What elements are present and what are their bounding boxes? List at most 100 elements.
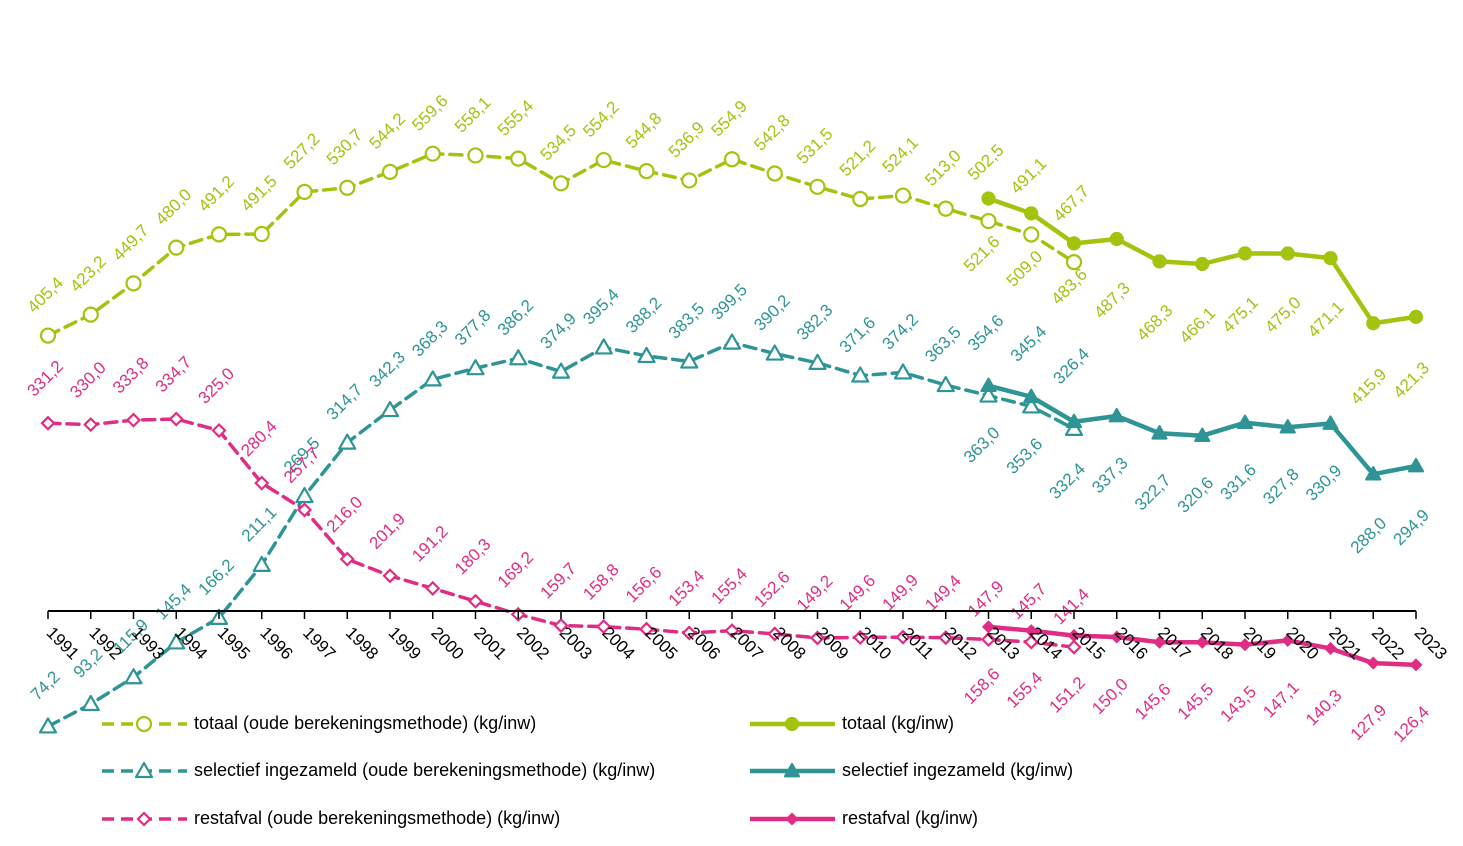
selectief_oud-point-1996 bbox=[252, 555, 271, 573]
selectief_oud-point-2008 bbox=[765, 344, 784, 361]
restafval_oud-point-2015 bbox=[1066, 639, 1082, 655]
selectief_oud-point-1991 bbox=[38, 717, 58, 734]
restafval-point-2017 bbox=[1152, 635, 1167, 649]
restafval_oud-point-1991 bbox=[40, 415, 56, 431]
restafval_oud-label-2012: 149,4 bbox=[921, 571, 965, 615]
totaal_oud-point-2015 bbox=[1065, 254, 1083, 271]
restafval_oud-label-2013: 147,9 bbox=[964, 577, 1008, 621]
totaal_oud-label-2005: 544,8 bbox=[622, 109, 666, 153]
restafval-point-2023 bbox=[1409, 658, 1423, 672]
restafval-label-2021: 140,3 bbox=[1302, 686, 1346, 730]
restafval_oud-label-2010: 149,6 bbox=[836, 571, 880, 615]
selectief_oud-point-2001 bbox=[466, 359, 485, 376]
totaal_oud-point-2011 bbox=[894, 187, 912, 204]
totaal_oud-point-2008 bbox=[766, 165, 783, 182]
legend-swatch-marker bbox=[784, 716, 800, 732]
totaal_oud-label-2000: 559,6 bbox=[408, 91, 452, 135]
selectief_oud-point-1993 bbox=[124, 668, 143, 685]
totaal-point-2016 bbox=[1109, 231, 1124, 247]
selectief_oud-label-2014: 345,4 bbox=[1007, 322, 1051, 366]
totaal_oud-label-2010: 521,2 bbox=[836, 137, 880, 181]
totaal_oud-point-2003 bbox=[552, 175, 570, 192]
totaal_oud-point-2005 bbox=[638, 163, 655, 180]
selectief_oud-point-2004 bbox=[594, 338, 613, 355]
restafval_oud-label-2004: 158,8 bbox=[579, 560, 623, 604]
selectief_oud-label-2010: 371,6 bbox=[836, 313, 880, 357]
legend-label: selectief ingezameld (kg/inw) bbox=[842, 760, 1073, 780]
totaal-point-2022 bbox=[1366, 316, 1381, 331]
selectief_oud-label-2012: 363,5 bbox=[921, 323, 965, 367]
selectief_oud-point-2006 bbox=[680, 352, 699, 369]
x-tick-label-1997: 1997 bbox=[299, 623, 339, 663]
restafval_oud-label-1993: 333,8 bbox=[109, 354, 153, 398]
restafval_oud-point-2001 bbox=[467, 593, 484, 609]
restafval_oud-label-2000: 191,2 bbox=[408, 522, 452, 566]
restafval_oud-label-1995: 325,0 bbox=[195, 364, 239, 408]
restafval_oud-point-1997 bbox=[296, 502, 313, 518]
totaal_oud-point-1991 bbox=[39, 327, 57, 344]
restafval-point-2018 bbox=[1195, 635, 1209, 649]
restafval_oud-point-2013 bbox=[980, 631, 997, 648]
totaal_oud-point-2006 bbox=[681, 172, 698, 189]
x-tick-label-1999: 1999 bbox=[385, 623, 425, 663]
selectief-point-2020 bbox=[1279, 419, 1296, 434]
totaal-label-2015: 483,6 bbox=[1048, 265, 1092, 309]
totaal_oud-label-2007: 554,9 bbox=[708, 97, 752, 141]
restafval-label-2022: 127,9 bbox=[1347, 701, 1391, 745]
selectief_oud-label-1996: 211,1 bbox=[238, 503, 281, 546]
restafval_oud-label-2008: 152,6 bbox=[750, 567, 794, 611]
selectief_oud-label-2011: 374,2 bbox=[879, 310, 923, 354]
x-tick-label-2007: 2007 bbox=[727, 623, 767, 663]
selectief_oud-label-2006: 383,5 bbox=[665, 299, 709, 343]
selectief_oud-point-1992 bbox=[81, 694, 100, 712]
totaal_oud-label-2014: 491,1 bbox=[1007, 154, 1051, 198]
restafval_oud-point-1999 bbox=[382, 568, 398, 584]
totaal_oud-point-1993 bbox=[125, 275, 142, 292]
restafval_oud-point-2000 bbox=[425, 580, 441, 596]
restafval_oud-label-2002: 169,2 bbox=[494, 548, 538, 592]
restafval_oud-point-2007 bbox=[724, 623, 740, 639]
totaal_oud-label-1998: 530,7 bbox=[323, 125, 367, 169]
selectief-point-2015 bbox=[1065, 413, 1083, 429]
restafval_oud-point-2008 bbox=[767, 626, 783, 642]
x-tick-label-2005: 2005 bbox=[641, 623, 681, 663]
selectief_oud-point-2014 bbox=[1022, 397, 1041, 414]
restafval_oud-point-1993 bbox=[125, 412, 142, 428]
restafval-point-2021 bbox=[1323, 641, 1338, 656]
selectief-point-2022 bbox=[1365, 466, 1382, 481]
x-tick-label-2000: 2000 bbox=[427, 623, 467, 663]
x-tick-label-1996: 1996 bbox=[256, 623, 296, 663]
totaal-point-2014 bbox=[1024, 206, 1039, 221]
legend-item-restafval: restafval (kg/inw) bbox=[750, 808, 978, 828]
selectief_oud-point-1999 bbox=[380, 400, 400, 418]
totaal_oud-point-1995 bbox=[210, 226, 228, 243]
restafval_oud-label-2011: 149,9 bbox=[879, 571, 923, 615]
selectief_oud-label-1999: 342,3 bbox=[366, 348, 410, 392]
restafval_oud-point-2006 bbox=[681, 625, 697, 641]
selectief-label-2018: 320,6 bbox=[1174, 473, 1218, 517]
totaal_oud-point-2002 bbox=[510, 150, 527, 167]
restafval_oud-label-2001: 180,3 bbox=[451, 535, 495, 579]
totaal_oud-point-2013 bbox=[980, 212, 997, 230]
selectief-point-2018 bbox=[1194, 427, 1211, 443]
selectief_oud-label-2001: 377,8 bbox=[451, 306, 495, 350]
restafval_oud-point-2005 bbox=[638, 621, 655, 637]
totaal_oud-label-2002: 555,4 bbox=[494, 96, 538, 140]
totaal_oud-label-2006: 536,9 bbox=[665, 118, 709, 162]
restafval-label-2020: 147,1 bbox=[1259, 678, 1303, 722]
restafval_oud-label-1991: 331,2 bbox=[24, 357, 68, 401]
totaal_oud-label-1999: 544,2 bbox=[366, 109, 410, 153]
totaal_oud-label-2013: 502,5 bbox=[964, 141, 1008, 185]
restafval-point-2022 bbox=[1366, 656, 1380, 670]
restafval_oud-label-2009: 149,2 bbox=[793, 571, 837, 615]
x-tick-label-2006: 2006 bbox=[684, 623, 724, 663]
selectief_oud-point-2007 bbox=[722, 333, 742, 350]
totaal_oud-label-2001: 558,1 bbox=[451, 93, 495, 137]
totaal_oud-point-1996 bbox=[253, 225, 270, 243]
restafval_oud-point-1996 bbox=[254, 475, 270, 491]
restafval_oud-label-2014: 145,7 bbox=[1007, 580, 1051, 624]
selectief-point-2023 bbox=[1407, 457, 1425, 473]
restafval_oud-label-1998: 216,0 bbox=[323, 493, 367, 537]
selectief_oud-point-2011 bbox=[893, 363, 913, 380]
